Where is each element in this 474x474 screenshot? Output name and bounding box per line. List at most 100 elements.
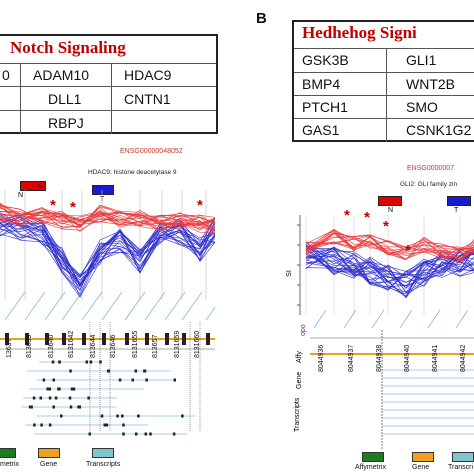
- significance-star: *: [405, 242, 411, 259]
- transcript-exon: [78, 405, 82, 409]
- hedgehog-cell: PTCH1: [302, 99, 348, 115]
- probe-connector: [81, 292, 103, 321]
- legend-left-gene-swatch: [38, 448, 60, 458]
- probe-id-label: 8044942: [460, 344, 467, 372]
- significance-star: *: [70, 199, 76, 216]
- blue-series-line: [305, 241, 474, 283]
- probe-connector: [181, 292, 203, 321]
- transcript-exon: [69, 405, 73, 409]
- legend-left-affymetrix-label: metrix: [0, 461, 20, 468]
- right-badge-t: [447, 196, 471, 206]
- blue-series-line: [0, 213, 215, 285]
- transcript-exon: [99, 360, 102, 364]
- probe-connector: [371, 310, 385, 329]
- probe-id-label: 8044940: [404, 344, 411, 372]
- red-series-line: [305, 240, 474, 262]
- significance-star: *: [50, 197, 56, 214]
- right-track-gene-label: Gene: [296, 371, 303, 389]
- blue-series-line: [0, 212, 215, 291]
- hedgehog-title: Hedhehog Signi: [302, 23, 417, 42]
- transcript-exon: [144, 432, 148, 436]
- transcript-exon: [54, 396, 58, 400]
- exon-block: [182, 333, 186, 345]
- transcript-exon: [122, 432, 125, 436]
- hedgehog-cell: SMO: [406, 99, 438, 115]
- blue-series-line: [0, 220, 215, 285]
- significance-star: *: [197, 197, 203, 214]
- probe-id-label: 813644: [90, 334, 97, 358]
- legend-right-transcripts-label: Transcri: [448, 464, 474, 471]
- probe-connector: [44, 292, 66, 321]
- right-line-plot: [297, 215, 474, 315]
- probe-connector: [427, 310, 441, 329]
- notch-cell: DLL1: [48, 91, 82, 107]
- red-series-line: [0, 204, 215, 232]
- probe-id-label: 8131660: [194, 330, 201, 358]
- transcript-exon: [173, 378, 177, 382]
- hedgehog-cell: CSNK1G2: [406, 122, 472, 138]
- probe-id-label: 8044936: [318, 344, 325, 372]
- transcript-exon: [88, 432, 92, 436]
- transcript-exon: [134, 369, 138, 373]
- probe-connector: [343, 310, 357, 329]
- notch-cell: RBPJ: [48, 115, 84, 131]
- transcript-exon: [48, 396, 52, 400]
- red-series-line: [0, 206, 215, 230]
- transcript-exon: [137, 414, 140, 418]
- blue-series-line: [0, 214, 215, 288]
- right-badge-t-label: T: [454, 207, 459, 214]
- transcript-exon: [116, 414, 119, 418]
- blue-series-line: [305, 247, 474, 287]
- transcript-exon: [85, 360, 89, 364]
- panel-letter-b: B: [256, 10, 267, 27]
- probe-id-label: 13637: [6, 338, 13, 358]
- notch-title: Notch Signaling: [10, 38, 126, 57]
- transcript-exon: [77, 405, 80, 409]
- left-badge-n-label: N: [18, 192, 24, 199]
- red-series-line: [0, 202, 215, 231]
- transcript-exon: [143, 369, 146, 373]
- exon-block: [45, 333, 49, 345]
- blue-series-line: [305, 246, 474, 284]
- transcript-exon: [28, 405, 32, 409]
- transcript-exon: [58, 360, 61, 364]
- red-series-line: [305, 236, 474, 263]
- transcript-exon: [145, 378, 148, 382]
- blue-series-line: [0, 222, 215, 287]
- exon-block: [145, 333, 149, 345]
- notch-cell: CNTN1: [124, 91, 171, 107]
- transcript-exon: [107, 369, 110, 373]
- transcript-exon: [52, 378, 56, 382]
- right-track-affy-label: Affy: [296, 351, 303, 363]
- probe-id-label: 8131655: [132, 330, 139, 358]
- right-probe-set-marker: opo: [300, 324, 307, 336]
- transcript-exon: [105, 423, 109, 427]
- blue-series-line: [0, 226, 215, 295]
- legend-right-affymetrix-swatch: [362, 452, 384, 462]
- hedgehog-cell: WNT2B: [406, 76, 455, 92]
- transcript-exon: [32, 396, 36, 400]
- hedgehog-cell: GSK3B: [302, 52, 349, 68]
- right-badge-n-label: N: [388, 207, 394, 214]
- probe-id-label: 813640: [48, 334, 55, 358]
- legend-right-transcripts-swatch: [452, 452, 474, 462]
- notch-cell: HDAC9: [124, 67, 172, 83]
- red-series-line: [305, 232, 474, 259]
- exon-block: [82, 333, 86, 345]
- exon-block: [5, 333, 9, 345]
- legend-right-affymetrix-label: Affymetrix: [355, 464, 386, 471]
- probe-connector: [164, 292, 186, 321]
- legend-left-affymetrix-swatch: [0, 448, 16, 458]
- probe-connector: [61, 292, 83, 321]
- red-series-line: [0, 209, 215, 234]
- red-series-line: [305, 241, 474, 264]
- exon-block: [62, 333, 66, 345]
- probe-connector: [455, 310, 469, 329]
- blue-series-line: [305, 248, 474, 295]
- probe-id-label: 8131642: [68, 330, 75, 358]
- left-badge-n: N: [20, 181, 46, 191]
- red-series-line: [305, 230, 474, 257]
- transcript-exon: [52, 405, 55, 409]
- left-badge-t: [92, 185, 114, 195]
- probe-connector: [124, 292, 146, 321]
